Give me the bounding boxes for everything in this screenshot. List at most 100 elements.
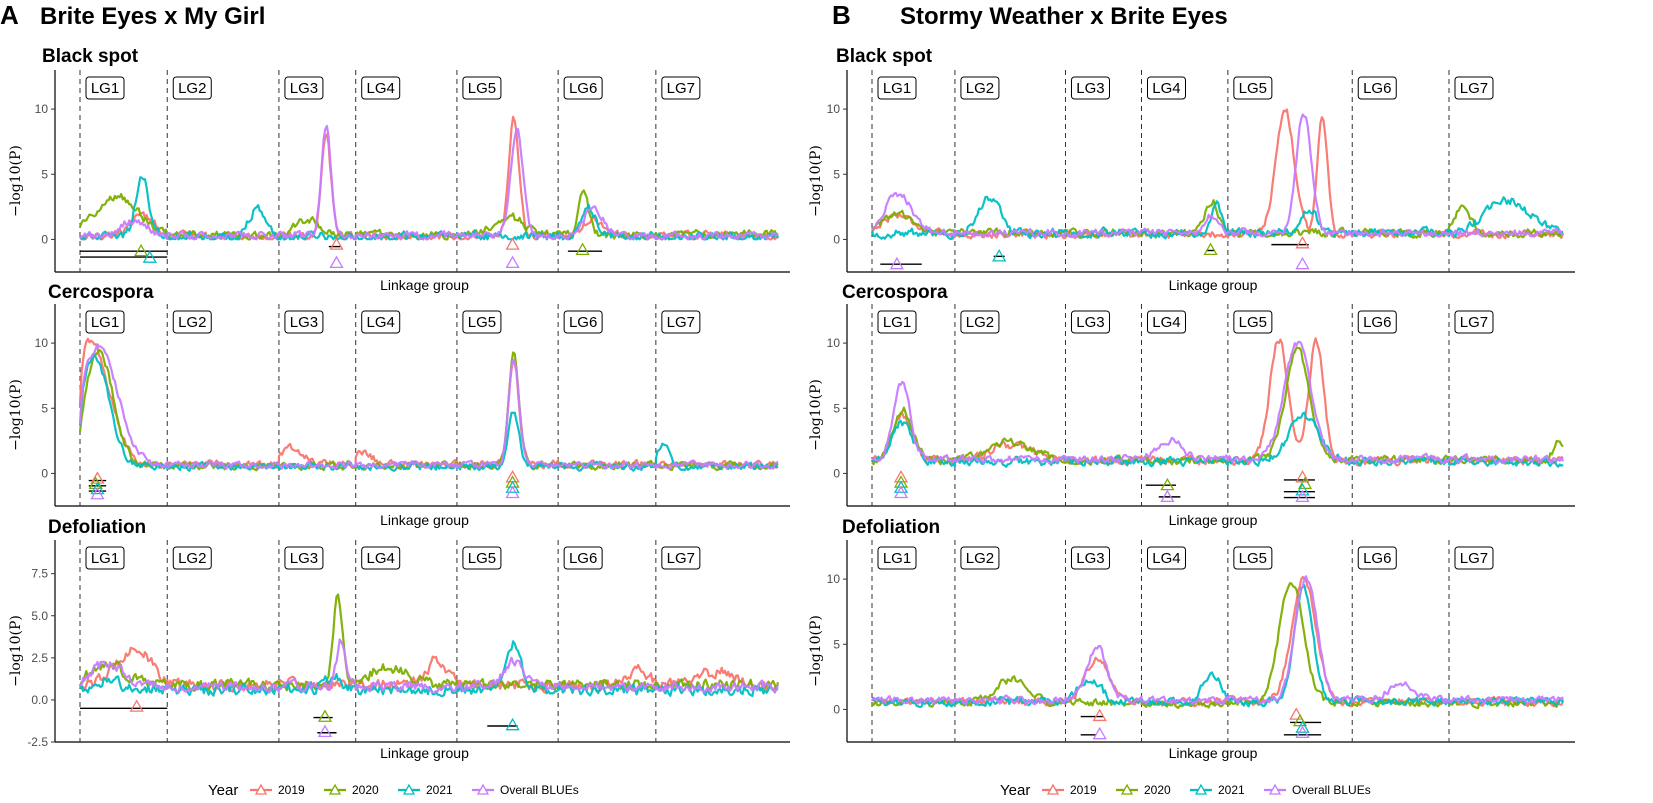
- lg-label: LG3: [1076, 80, 1104, 97]
- lg-label: LG7: [667, 550, 695, 567]
- qtl-marker: [317, 709, 333, 722]
- chart-a-2: Cercospora 0 5 10 −log10(P) Linkage group LG1 L…: [8, 282, 790, 528]
- lg-label-box: [1070, 546, 1110, 570]
- lg-label-box: [284, 310, 324, 334]
- series-line-overall-blues: [871, 113, 1564, 239]
- legend-key-marker: [1194, 783, 1208, 795]
- lg-label: LG4: [367, 314, 395, 331]
- lg-label: LG6: [1363, 314, 1391, 331]
- lg-label-box: [1070, 310, 1110, 334]
- legends-container: Year 2019 2020 2021 Overall BLUEs Year 2019 202…: [208, 782, 1371, 799]
- legend-title: Year: [1000, 782, 1030, 799]
- chart-a-1: Black spot 0 5 10 −log10(P) Linkage group LG1 L…: [8, 46, 790, 293]
- lg-label: LG7: [1460, 314, 1488, 331]
- lg-label: LG7: [1460, 80, 1488, 97]
- y-tick-label: 10: [827, 572, 841, 586]
- lg-label-box: [1454, 546, 1494, 570]
- chart-b-2: Cercospora 0 5 10 −log10(P) Linkage group LG1 L…: [808, 282, 1575, 528]
- lg-label: LG1: [883, 80, 911, 97]
- lg-label: LG2: [966, 550, 994, 567]
- x-axis-label: Linkage group: [1169, 745, 1258, 761]
- chart-b-1: Black spot 0 5 10 −log10(P) Linkage group LG1 L…: [808, 46, 1575, 293]
- qtl-marker: [1092, 708, 1107, 722]
- lg-label-box: [1357, 310, 1397, 334]
- legend-label: 2019: [1070, 783, 1097, 797]
- y-tick-label: 5: [41, 167, 48, 181]
- lg-label: LG5: [1239, 550, 1267, 567]
- y-tick-label: 0: [41, 232, 48, 246]
- legend-label: 2019: [278, 783, 305, 797]
- lg-label: LG1: [91, 550, 119, 567]
- panel-title-b: Stormy Weather x Brite Eyes: [900, 3, 1228, 30]
- qtl-marker: [329, 237, 344, 250]
- y-tick-label: 5.0: [31, 609, 48, 623]
- series-line-2019: [871, 337, 1564, 467]
- y-axis-label: −log10(P): [808, 379, 824, 451]
- lg-label-box: [1357, 76, 1397, 100]
- qtl-marker: [1295, 256, 1310, 270]
- x-axis-label: Linkage group: [1169, 277, 1258, 293]
- qtl-marker: [1160, 477, 1175, 491]
- legend-title: Year: [208, 782, 238, 799]
- lg-label: LG2: [178, 550, 206, 567]
- x-axis-label: Linkage group: [380, 512, 469, 528]
- lg-label: LG6: [1363, 80, 1391, 97]
- qtl-marker: [575, 242, 590, 255]
- panel-letter-a: A: [0, 0, 19, 30]
- qtl-marker: [317, 724, 333, 738]
- qtl-marker: [142, 250, 157, 263]
- lg-label-box: [284, 546, 324, 570]
- lg-label-box: [877, 546, 917, 570]
- lg-label: LG4: [367, 550, 395, 567]
- legend-b: Year 2019 2020 2021 Overall BLUEs: [1000, 782, 1371, 799]
- y-tick-label: 10: [827, 336, 841, 350]
- qtl-marker: [1295, 236, 1310, 249]
- lg-label-box: [1454, 310, 1494, 334]
- y-tick-label: 5: [41, 401, 48, 415]
- lg-label-box: [361, 310, 401, 334]
- qtl-marker: [505, 255, 520, 269]
- y-tick-label: 0: [833, 702, 840, 716]
- y-tick-label: 5: [833, 401, 840, 415]
- lg-label-box: [1357, 546, 1397, 570]
- lg-label: LG6: [569, 314, 597, 331]
- lg-label: LG1: [91, 314, 119, 331]
- lg-label-box: [877, 76, 917, 100]
- legend-label: 2021: [426, 783, 453, 797]
- lg-label-box: [661, 76, 701, 100]
- lg-label: LG2: [178, 314, 206, 331]
- chart-a-3: Defoliation -2.5 0.0 2.5 5.0 7.5 −log10(P) Link…: [8, 517, 790, 761]
- lg-label-box: [462, 76, 502, 100]
- qtl-marker: [1160, 489, 1175, 503]
- qtl-marker: [893, 485, 909, 499]
- lg-label: LG3: [290, 80, 318, 97]
- legend-key-marker: [476, 783, 490, 795]
- series-line-overall-blues: [79, 124, 779, 241]
- qtl-marker: [893, 480, 909, 493]
- lg-label-box: [1233, 76, 1273, 100]
- qtl-marker: [505, 717, 520, 731]
- lg-label-box: [1070, 76, 1110, 100]
- qtl-marker: [505, 485, 520, 499]
- qtl-marker: [329, 255, 344, 269]
- lg-label-box: [960, 76, 1000, 100]
- legend-label: Overall BLUEs: [1292, 783, 1371, 797]
- lg-label: LG3: [290, 550, 318, 567]
- lg-label: LG4: [367, 80, 395, 97]
- y-axis-label: −log10(P): [8, 145, 24, 217]
- lg-label-box: [877, 310, 917, 334]
- lg-label: LG7: [667, 80, 695, 97]
- lg-label: LG5: [1239, 80, 1267, 97]
- qtl-marker: [505, 480, 520, 493]
- lg-label-box: [85, 546, 125, 570]
- legend-key-marker: [1120, 783, 1134, 795]
- legend-a: Year 2019 2020 2021 Overall BLUEs: [208, 782, 579, 799]
- lg-label: LG2: [178, 80, 206, 97]
- lg-label-box: [1146, 310, 1186, 334]
- lg-label-box: [1233, 310, 1273, 334]
- y-axis-label: −log10(P): [8, 379, 24, 451]
- chart-title: Defoliation: [48, 517, 146, 538]
- chart-title: Cercospora: [842, 282, 948, 303]
- x-axis-label: Linkage group: [1169, 512, 1258, 528]
